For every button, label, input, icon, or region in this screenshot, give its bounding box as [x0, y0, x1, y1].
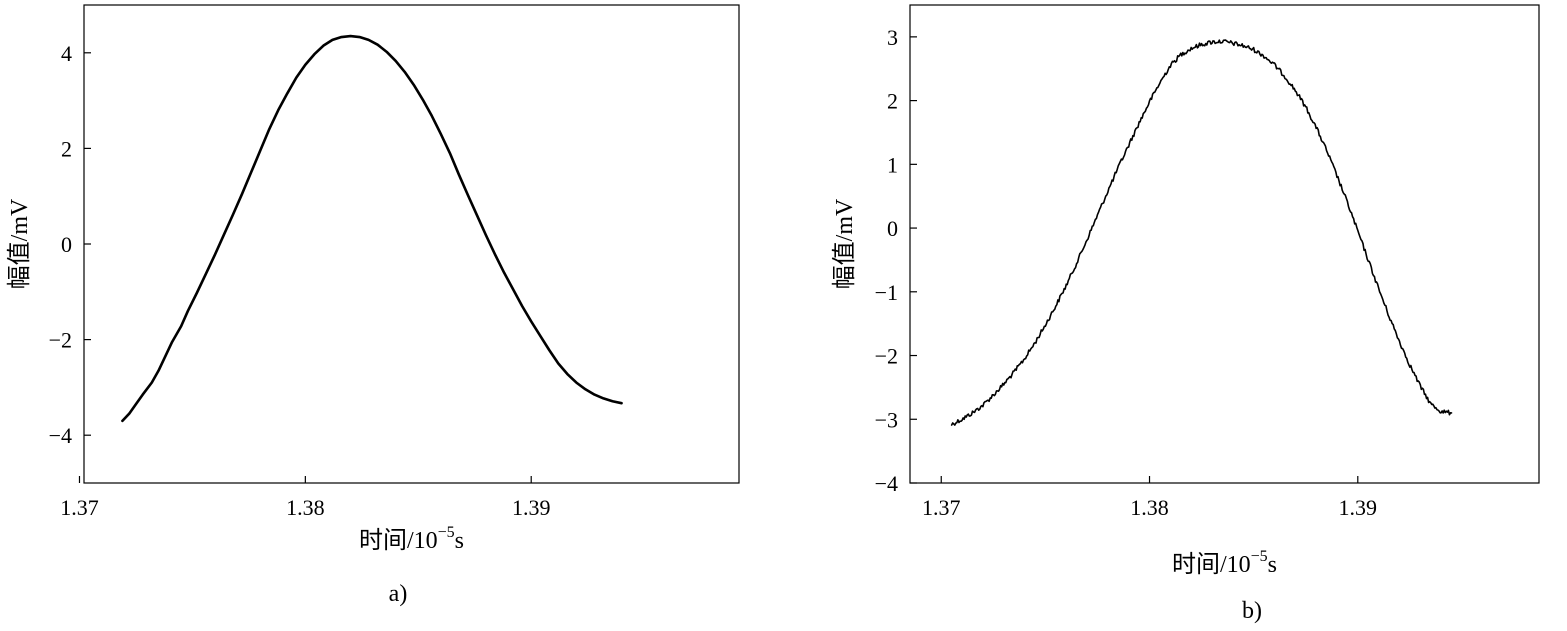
panel-caption: b)	[1242, 598, 1262, 624]
x-tick-label: 1.39	[512, 495, 551, 520]
y-tick-label: −2	[875, 344, 898, 369]
y-tick-label: 3	[887, 25, 898, 50]
x-tick-label: 1.38	[286, 495, 325, 520]
y-tick-label: −4	[875, 471, 898, 496]
y-tick-label: −1	[875, 280, 898, 305]
x-tick-label: 1.37	[60, 495, 99, 520]
y-tick-label: 0	[887, 216, 898, 241]
y-tick-label: 2	[61, 136, 72, 161]
y-tick-label: 2	[887, 89, 898, 114]
plot-frame	[83, 4, 740, 484]
x-axis-label: 时间/10−5s	[1172, 548, 1277, 578]
y-tick-label: −2	[49, 328, 72, 353]
x-tick-label: 1.39	[1339, 495, 1378, 520]
signal-line	[950, 39, 1453, 426]
y-tick-label: −4	[49, 423, 72, 448]
panel-caption: a)	[389, 581, 408, 607]
x-axis-label: 时间/10−5s	[359, 524, 464, 554]
y-tick-label: 4	[61, 41, 72, 66]
x-tick-label: 1.37	[922, 495, 961, 520]
y-tick-label: −3	[875, 407, 898, 432]
signal-line	[121, 34, 623, 423]
y-tick-label: 0	[61, 232, 72, 257]
y-tick-label: 1	[887, 152, 898, 177]
y-axis-label: 幅值/mV	[6, 198, 33, 289]
panel-a: 1.37 1.38 1.39 −4 −2 0 2 4 幅值/mV 时间/10−5s a)	[6, 4, 740, 607]
y-axis-label: 幅值/mV	[831, 198, 858, 289]
panel-b: 1.37 1.38 1.39 −4 −3 −2 −1 0 1 2 3 幅值/mV 时间/10−5s b)	[831, 4, 1540, 624]
plot-frame	[909, 4, 1540, 484]
x-tick-label: 1.38	[1130, 495, 1169, 520]
